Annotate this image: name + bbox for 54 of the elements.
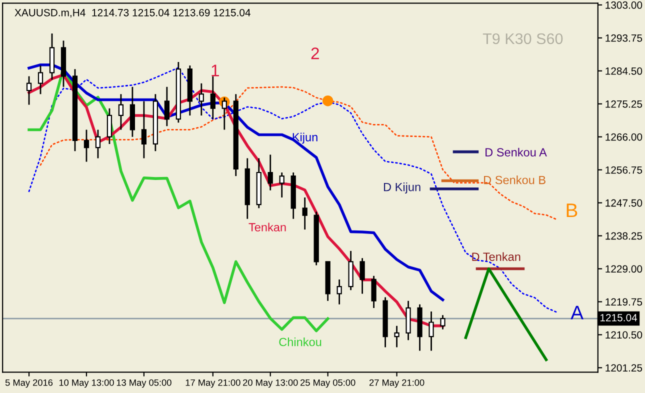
candlestick bbox=[440, 314, 446, 330]
annotation: D Senkou A bbox=[486, 148, 547, 157]
annotation: A bbox=[570, 306, 584, 320]
x-tick-label: 27 May 21:00 bbox=[369, 379, 424, 388]
candlestick bbox=[164, 86, 170, 127]
y-tick-label: 1256.75 bbox=[606, 166, 642, 174]
x-tick-label: 25 May 05:00 bbox=[300, 379, 356, 388]
x-tick-label: 17 May 21:00 bbox=[186, 379, 240, 388]
line-series bbox=[40, 86, 558, 221]
candlestick bbox=[394, 325, 400, 348]
annotation: D Kijun bbox=[384, 182, 420, 194]
candlestick bbox=[118, 93, 124, 130]
annotation: D Tenkan bbox=[472, 252, 520, 261]
candlestick bbox=[268, 154, 273, 192]
x-tick-label: 13 May 05:00 bbox=[116, 379, 172, 388]
y-tick-label: 1247.50 bbox=[606, 199, 642, 207]
y-tick-label: 1219.75 bbox=[606, 298, 642, 306]
y-tick-label: 1210.50 bbox=[606, 331, 642, 339]
y-tick-label: 1229.00 bbox=[606, 265, 642, 273]
line-series bbox=[28, 66, 558, 314]
annotation: T9 K30 S60 bbox=[482, 33, 563, 44]
y-tick-label: 1293.75 bbox=[606, 34, 642, 42]
annotation: Kijun bbox=[292, 132, 318, 144]
candlestick bbox=[95, 129, 101, 159]
candlestick bbox=[26, 76, 32, 106]
y-tick-label: 1303.00 bbox=[606, 1, 642, 9]
y-tick-label: 1238.25 bbox=[606, 232, 642, 240]
x-tick-label: 5 May 2016 bbox=[5, 379, 53, 388]
candlestick bbox=[106, 108, 112, 145]
annotation: B bbox=[566, 204, 578, 218]
candlestick bbox=[371, 275, 376, 309]
annotation: Chinkou bbox=[279, 338, 322, 346]
candlestick bbox=[141, 100, 147, 159]
y-tick-label: 1275.25 bbox=[606, 100, 642, 108]
candlestick bbox=[38, 64, 44, 95]
candlestick bbox=[198, 82, 204, 116]
annotation: Tenkan bbox=[248, 222, 286, 232]
candlestick bbox=[302, 196, 308, 230]
candlestick bbox=[210, 76, 216, 120]
annotation: D Senkou B bbox=[484, 176, 546, 184]
ref-line-label: 1215.04 bbox=[600, 314, 638, 322]
candlestick bbox=[360, 257, 365, 294]
x-tick-label: 10 May 13:00 bbox=[59, 379, 114, 388]
x-tick-label: 20 May 13:00 bbox=[243, 379, 298, 388]
candlestick bbox=[428, 310, 434, 352]
candlestick bbox=[84, 129, 90, 163]
candlestick bbox=[279, 172, 284, 198]
chart-title: XAUUSD.m,H4 1214.73 1215.04 1213.69 1215.04 bbox=[14, 8, 250, 18]
y-tick-label: 1266.00 bbox=[606, 133, 642, 141]
y-tick-label: 1284.50 bbox=[606, 67, 642, 75]
candlestick bbox=[336, 278, 342, 306]
annotation: 1 bbox=[212, 64, 219, 76]
y-tick-label: 1201.25 bbox=[606, 364, 642, 372]
annotation: 2 bbox=[311, 48, 319, 60]
